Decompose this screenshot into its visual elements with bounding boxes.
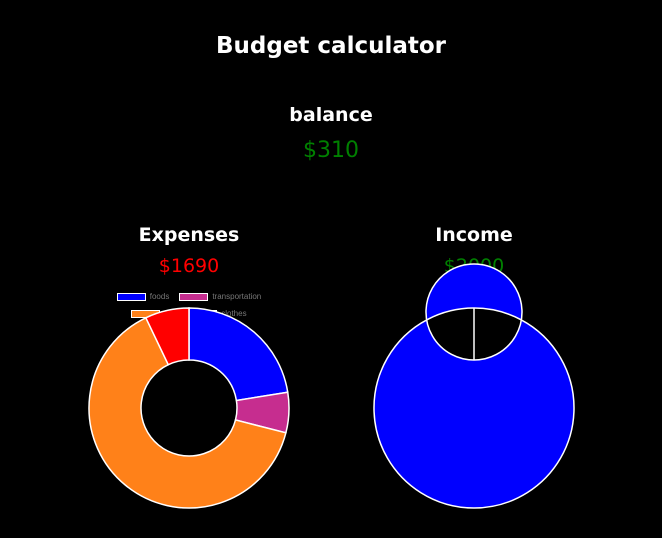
- income-title: Income: [435, 224, 513, 246]
- legend-item-transportation[interactable]: transportation: [179, 292, 261, 301]
- slice-foods[interactable]: [188, 307, 289, 402]
- expenses-doughnut-chart: [88, 307, 290, 509]
- legend-label: transportation: [212, 292, 262, 301]
- legend-swatch: [116, 292, 146, 301]
- balance-value: $310: [303, 138, 359, 163]
- slice-clothes[interactable]: [144, 307, 190, 366]
- legend-item-foods[interactable]: foods: [116, 292, 170, 301]
- slice-income[interactable]: [373, 263, 575, 509]
- expenses-title: Expenses: [138, 224, 240, 246]
- legend-swatch: [179, 292, 209, 301]
- balance-label: balance: [289, 104, 373, 126]
- expenses-total: $1690: [158, 255, 220, 277]
- legend-label: foods: [149, 292, 170, 301]
- income-doughnut-chart: [373, 263, 575, 509]
- legend-row: foods transportation: [89, 290, 289, 303]
- page-title: Budget calculator: [215, 33, 447, 59]
- slice-rent[interactable]: [88, 316, 287, 509]
- legend-label: clothes: [221, 309, 247, 318]
